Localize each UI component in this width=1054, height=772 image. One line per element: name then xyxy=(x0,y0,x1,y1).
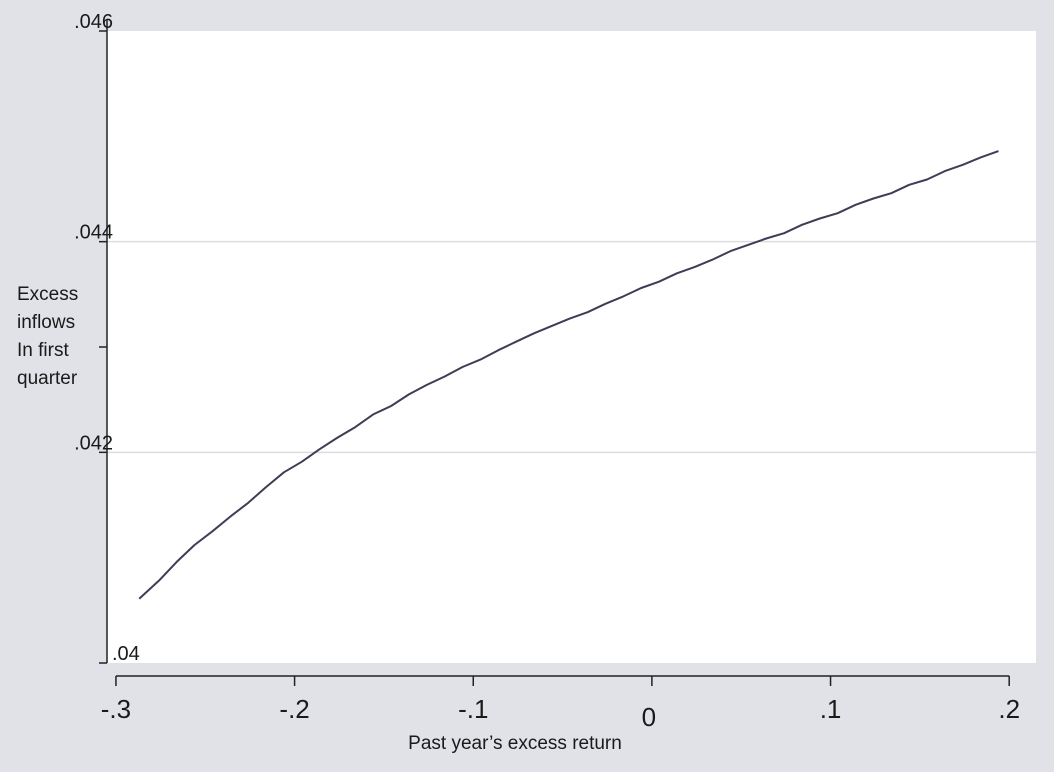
series-group xyxy=(138,150,999,600)
y-tick-label: .042 xyxy=(74,432,113,454)
y-axis-title: Excess inflows In first quarter xyxy=(17,284,84,389)
plot-area xyxy=(107,31,1036,663)
axes xyxy=(106,19,1010,677)
x-tick-label: -.1 xyxy=(458,694,488,724)
ticks: .04 .042 .044 .046 -.3 -.2 -.1 0 .1 .2 xyxy=(74,11,1020,732)
y-axis-title-line: In first xyxy=(17,340,69,361)
x-tick-label: .1 xyxy=(820,694,842,724)
x-axis-title: Past year’s excess return xyxy=(408,733,622,754)
y-axis-title-line: Excess xyxy=(17,284,78,305)
gridlines xyxy=(107,240,1036,454)
y-axis-title-line: inflows xyxy=(17,312,75,333)
x-tick-label: -.3 xyxy=(101,694,131,724)
y-tick-label: .04 xyxy=(112,643,140,665)
y-axis-title-line: quarter xyxy=(17,368,78,389)
series-line xyxy=(138,150,999,600)
x-tick-label: .2 xyxy=(998,694,1020,724)
y-tick-label: .044 xyxy=(74,222,113,244)
x-tick-label: -.2 xyxy=(279,694,309,724)
x-tick-label: 0 xyxy=(642,702,656,732)
y-tick-label: .046 xyxy=(74,11,113,33)
